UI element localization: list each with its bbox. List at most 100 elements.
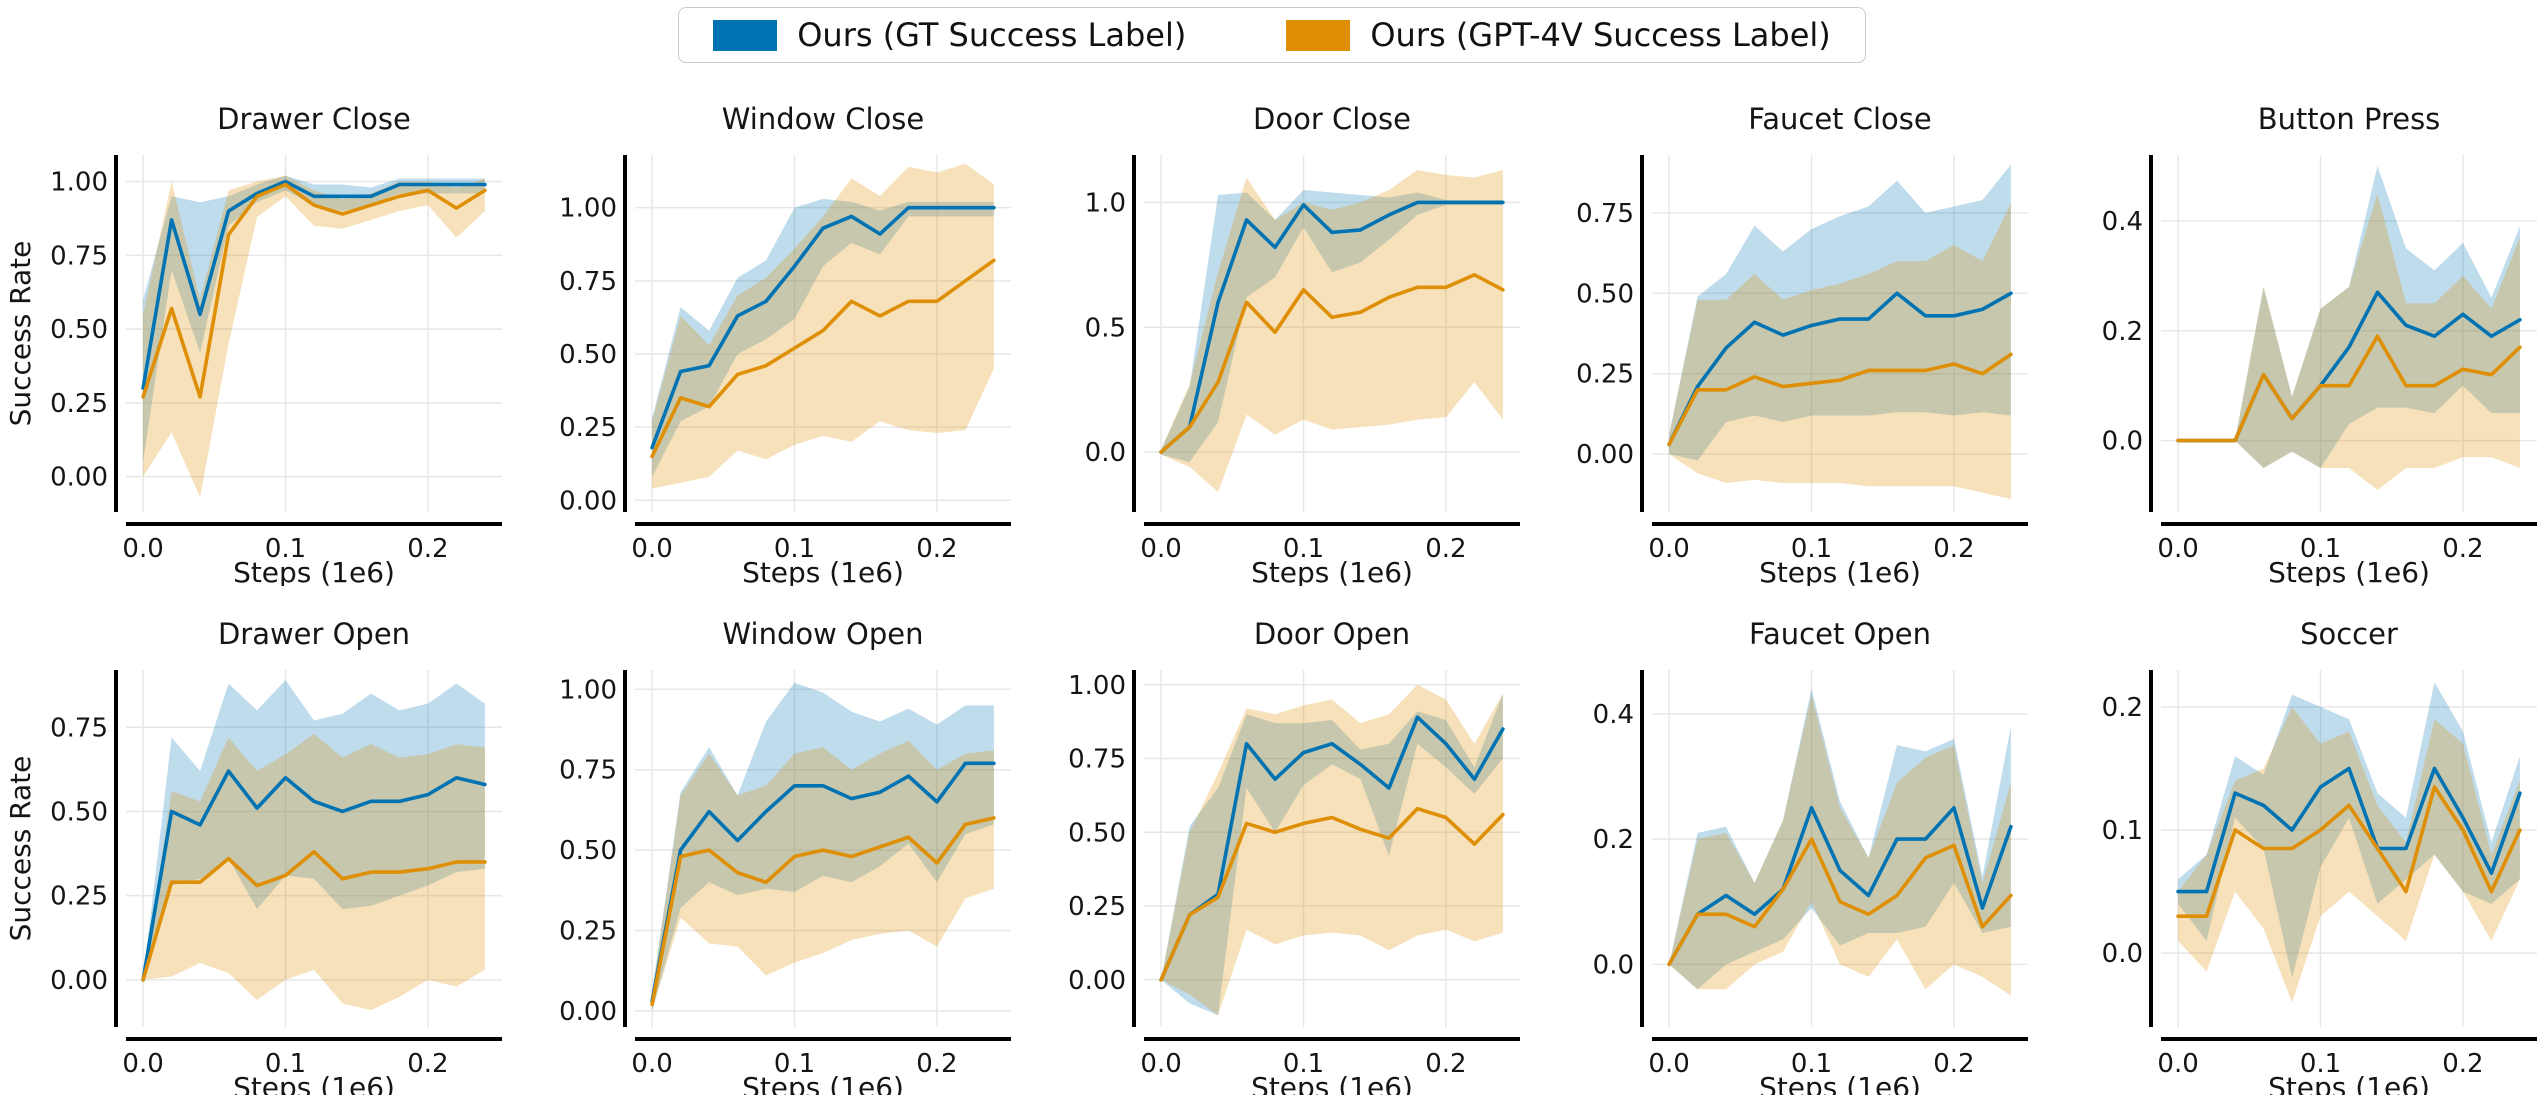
x-tick-label: 0.1 xyxy=(1282,534,1323,564)
subplot-canvas-window-open: Window Open 0.00 0.25 0.50 0.75 1.00 0.0 0.1 0.2… xyxy=(559,617,1011,1095)
plot-area xyxy=(141,680,487,1011)
band-gt xyxy=(2178,165,2521,469)
x-tick-label: 0.2 xyxy=(407,1049,448,1079)
x-tick-label: 0.1 xyxy=(2300,1049,2341,1079)
chart-title: Door Open xyxy=(1253,617,1409,651)
y-axis-label: Success Rate xyxy=(4,756,37,942)
line-gt xyxy=(1667,805,2014,967)
legend-row: Ours (GT Success Label) Ours (GPT-4V Suc… xyxy=(0,0,2544,71)
line-gpt4v xyxy=(1158,806,1505,982)
y-tick-label: 0.50 xyxy=(50,797,108,827)
y-tick-label: 0.00 xyxy=(559,486,617,516)
line-gt xyxy=(2176,766,2522,894)
x-tick-label: 0.1 xyxy=(2300,534,2341,564)
y-tick-label: 0.50 xyxy=(50,315,108,345)
line-gpt4v xyxy=(1158,273,1505,454)
line-gt xyxy=(1667,291,2014,447)
x-tick-label: 0.0 xyxy=(2158,1049,2199,1079)
y-tick-label: 0.2 xyxy=(2102,317,2143,347)
y-tick-label: 0.4 xyxy=(1593,700,1634,730)
subplot-drawer-close: Drawer Close 0.00 0.25 0.50 0.75 1.00 0.0 0.1 0.… xyxy=(0,71,509,589)
legend-swatch-gpt4v-icon xyxy=(1286,19,1351,51)
x-tick-label: 0.1 xyxy=(774,534,815,564)
subplot-canvas-button-press: Button Press 0.0 0.2 0.4 0.0 0.1 0.2 Steps (1e6… xyxy=(2102,102,2538,589)
subplot-soccer: Soccer 0.0 0.1 0.2 0.0 0.1 0.2 Steps (1e6) xyxy=(2035,586,2544,1095)
subplot-canvas-door-open: Door Open 0.00 0.25 0.50 0.75 1.00 0.0 0.1 0.2 St… xyxy=(1068,617,1520,1095)
y-tick-label: 0.75 xyxy=(50,713,108,743)
band-gt xyxy=(1160,693,1503,1016)
x-tick-label: 0.0 xyxy=(122,534,163,564)
x-tick-label: 0.1 xyxy=(265,534,306,564)
x-tick-label: 0.1 xyxy=(1791,534,1832,564)
y-tick-label: 0.2 xyxy=(1593,825,1634,855)
y-tick-label: 0.25 xyxy=(50,882,108,912)
band-gt xyxy=(2178,682,2521,978)
y-tick-label: 0.00 xyxy=(50,463,108,493)
line-gt xyxy=(650,205,996,450)
band-gpt4v xyxy=(1669,203,2012,500)
grid xyxy=(634,670,1011,1027)
x-tick-label: 0.0 xyxy=(2158,534,2199,564)
plot-area xyxy=(2176,682,2522,1003)
legend-label-gt: Ours (GT Success Label) xyxy=(797,16,1187,54)
subplot-door-close: Door Close 0.0 0.5 1.0 0.0 0.1 0.2 Steps (1e6) xyxy=(1018,71,1527,589)
y-tick-label: 1.00 xyxy=(559,194,617,224)
line-gt xyxy=(141,769,487,982)
subplot-window-open: Window Open 0.00 0.25 0.50 0.75 1.00 0.0 0.1 0.2… xyxy=(509,586,1018,1095)
x-axis-label: Steps (1e6) xyxy=(1251,556,1413,586)
band-gpt4v xyxy=(1669,695,2012,996)
line-gt xyxy=(650,761,996,1004)
subplot-canvas-faucet-open: Faucet Open 0.0 0.2 0.4 0.0 0.1 0.2 Steps (1e6) xyxy=(1593,617,2029,1095)
y-tick-label: 0.25 xyxy=(1068,892,1126,922)
y-tick-label: 0.50 xyxy=(559,836,617,866)
x-axis-label: Steps (1e6) xyxy=(742,1071,904,1095)
y-tick-label: 0.75 xyxy=(1577,199,1635,229)
plot-area xyxy=(1667,688,2014,996)
legend-item-gt: Ours (GT Success Label) xyxy=(713,16,1186,54)
charts-grid: Drawer Close 0.00 0.25 0.50 0.75 1.00 0.0 0.1 0.… xyxy=(0,71,2544,1095)
y-tick-label: 0.75 xyxy=(559,756,617,786)
y-tick-label: 0.50 xyxy=(559,340,617,370)
legend-label-gpt4v: Ours (GPT-4V Success Label) xyxy=(1370,16,1831,54)
x-tick-label: 0.2 xyxy=(407,534,448,564)
line-gpt4v xyxy=(1667,837,2014,967)
subplot-canvas-faucet-close: Faucet Close 0.00 0.25 0.50 0.75 0.0 0.1 0.2 Ste… xyxy=(1577,102,2029,589)
y-tick-label: 0.0 xyxy=(2102,427,2143,457)
x-tick-label: 0.1 xyxy=(774,1049,815,1079)
chart-title: Soccer xyxy=(2300,617,2398,651)
subplot-canvas-drawer-close: Drawer Close 0.00 0.25 0.50 0.75 1.00 0.0 0.1 0.… xyxy=(4,102,502,589)
x-axis-label: Steps (1e6) xyxy=(1251,1071,1413,1095)
x-tick-label: 0.2 xyxy=(1425,534,1466,564)
y-tick-label: 0.1 xyxy=(2102,816,2143,846)
line-gpt4v xyxy=(141,182,487,399)
band-gt xyxy=(143,680,485,980)
x-tick-label: 0.2 xyxy=(2442,1049,2483,1079)
subplot-canvas-window-close: Window Close 0.00 0.25 0.50 0.75 1.00 0.0 0.1 0.… xyxy=(559,102,1011,589)
y-tick-label: 1.00 xyxy=(1068,671,1126,701)
plot-area xyxy=(141,175,487,498)
band-gpt4v xyxy=(143,175,485,498)
chart-title: Faucet Close xyxy=(1749,102,1932,136)
plot-area xyxy=(650,163,996,489)
line-gpt4v xyxy=(2176,785,2522,919)
line-gpt4v xyxy=(141,850,487,982)
chart-title: Drawer Open xyxy=(218,617,410,651)
x-tick-label: 0.0 xyxy=(631,1049,672,1079)
y-tick-label: 0.0 xyxy=(1593,950,1634,980)
legend-item-gpt4v: Ours (GPT-4V Success Label) xyxy=(1286,16,1831,54)
grid xyxy=(1143,670,1520,1027)
y-tick-label: 0.25 xyxy=(50,389,108,419)
y-tick-label: 0.25 xyxy=(1577,360,1635,390)
subplot-faucet-open: Faucet Open 0.0 0.2 0.4 0.0 0.1 0.2 Steps (1e6) xyxy=(1526,586,2035,1095)
y-tick-label: 0.0 xyxy=(1084,438,1125,468)
y-tick-label: 0.25 xyxy=(559,917,617,947)
y-tick-label: 0.50 xyxy=(1577,279,1635,309)
x-tick-label: 0.0 xyxy=(122,1049,163,1079)
band-gt xyxy=(651,682,994,1011)
band-gpt4v xyxy=(651,163,994,489)
x-axis-label: Steps (1e6) xyxy=(2268,556,2430,586)
y-tick-label: 0.00 xyxy=(1577,440,1635,470)
y-tick-label: 0.00 xyxy=(1068,966,1126,996)
y-tick-label: 0.25 xyxy=(559,413,617,443)
